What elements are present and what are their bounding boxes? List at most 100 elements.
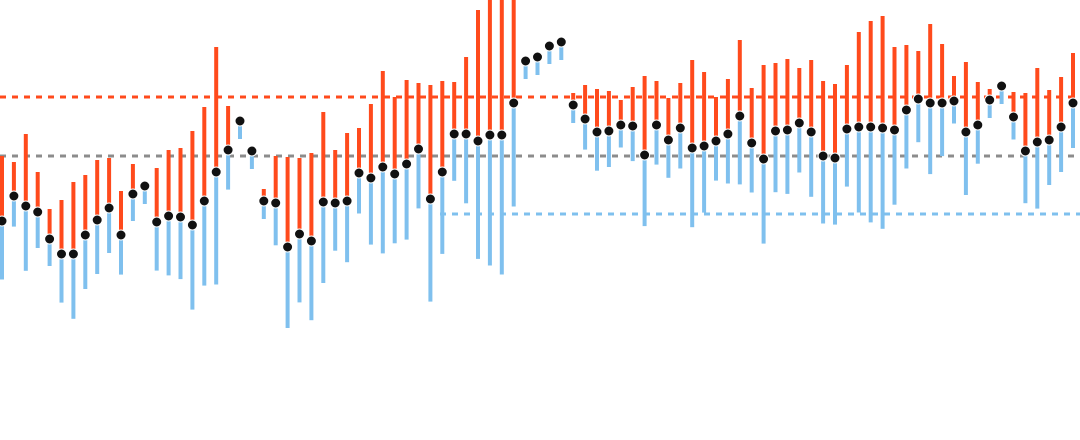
range-bar-lower <box>119 235 123 275</box>
range-bar-lower <box>678 128 683 169</box>
range-bar-upper <box>476 10 480 141</box>
range-bar-lower <box>428 199 433 302</box>
range-bar-upper <box>499 0 504 135</box>
data-point <box>996 80 1008 92</box>
range-bar-lower <box>511 103 516 207</box>
range-bar-upper <box>511 0 516 103</box>
data-point <box>770 125 781 137</box>
data-point <box>210 166 222 178</box>
range-bar-lower <box>797 123 802 173</box>
range-bar-upper <box>583 85 588 119</box>
range-bar-lower <box>714 141 718 181</box>
range-bar-lower <box>547 46 552 64</box>
data-point <box>270 197 282 209</box>
data-point <box>32 206 44 218</box>
range-bar-lower <box>59 254 64 303</box>
data-point <box>817 150 829 162</box>
range-bar-upper <box>285 157 290 247</box>
range-bar-upper <box>761 65 766 159</box>
data-point <box>1019 145 1031 157</box>
data-point <box>912 93 924 105</box>
range-bar-upper <box>357 128 361 173</box>
range-bar-upper <box>321 112 326 202</box>
range-bar-lower <box>154 222 159 271</box>
range-bar-upper <box>916 51 921 99</box>
range-bar-lower <box>583 119 588 150</box>
data-point <box>472 135 484 147</box>
range-bar-lower <box>559 42 564 60</box>
range-bar-upper <box>47 209 52 239</box>
data-point <box>555 36 567 48</box>
range-bar-lower <box>987 100 992 118</box>
data-point <box>948 95 960 107</box>
data-point <box>984 94 996 106</box>
data-point <box>936 97 948 109</box>
range-bar-upper <box>1047 90 1052 140</box>
data-point <box>793 117 805 129</box>
range-bar-upper <box>178 148 183 217</box>
range-bar-lower <box>23 206 28 271</box>
data-point <box>377 161 389 173</box>
range-bar-lower <box>464 134 469 204</box>
range-bar-lower <box>226 150 231 190</box>
range-bar-upper <box>487 0 492 135</box>
data-point <box>448 128 460 140</box>
range-bar-lower <box>1023 151 1028 204</box>
range-bar-lower <box>130 194 135 221</box>
range-bar-lower <box>368 178 373 245</box>
range-bar-upper <box>23 134 28 206</box>
range-bar-upper <box>392 97 397 174</box>
range-bar-lower <box>844 129 849 187</box>
range-bar-lower <box>725 134 730 184</box>
range-bar-lower <box>202 201 207 286</box>
data-point <box>1067 97 1079 109</box>
data-point <box>186 219 198 231</box>
data-point <box>258 195 270 207</box>
range-bar-upper <box>440 81 445 172</box>
range-bar-upper <box>190 131 195 225</box>
data-point <box>662 134 674 146</box>
range-bar-upper <box>690 60 695 148</box>
range-bar-lower <box>487 135 492 266</box>
range-bar-lower <box>214 172 219 285</box>
range-bar-lower <box>238 121 242 139</box>
range-bar-lower <box>833 158 837 225</box>
data-point <box>1008 111 1019 123</box>
range-bar-lower <box>47 239 52 266</box>
range-bar-lower <box>380 167 385 254</box>
data-point <box>282 241 294 253</box>
data-point <box>543 40 555 52</box>
range-bar-upper <box>714 97 718 141</box>
range-bar-upper <box>154 168 159 222</box>
data-point <box>163 210 175 222</box>
range-bar-lower <box>940 103 945 157</box>
range-bar-lower <box>535 57 540 75</box>
range-bar-upper <box>119 191 123 235</box>
range-bar-upper <box>785 59 790 130</box>
range-bar-upper <box>1071 53 1075 103</box>
data-point <box>1043 134 1055 146</box>
range-bar-upper <box>333 150 338 203</box>
range-bar-upper <box>416 83 421 149</box>
data-point <box>115 229 127 241</box>
range-bar-lower <box>654 125 659 165</box>
range-bar-upper <box>1011 92 1016 117</box>
range-bar-upper <box>654 81 659 125</box>
range-bar-upper <box>904 45 909 110</box>
range-bar-lower <box>476 141 480 259</box>
range-bar-lower <box>452 134 457 181</box>
data-point <box>436 166 448 178</box>
data-point <box>889 124 900 136</box>
range-bar-upper <box>856 32 861 127</box>
range-bar-lower <box>868 127 873 223</box>
range-bar-lower <box>642 155 647 227</box>
range-bar-upper <box>630 87 635 126</box>
range-bar-lower <box>737 116 742 185</box>
range-bar-upper <box>595 89 599 132</box>
range-bar-lower <box>107 208 112 253</box>
range-bar-upper <box>880 16 885 128</box>
data-point <box>603 125 615 137</box>
data-point <box>222 144 234 156</box>
range-bar-upper <box>404 80 409 164</box>
